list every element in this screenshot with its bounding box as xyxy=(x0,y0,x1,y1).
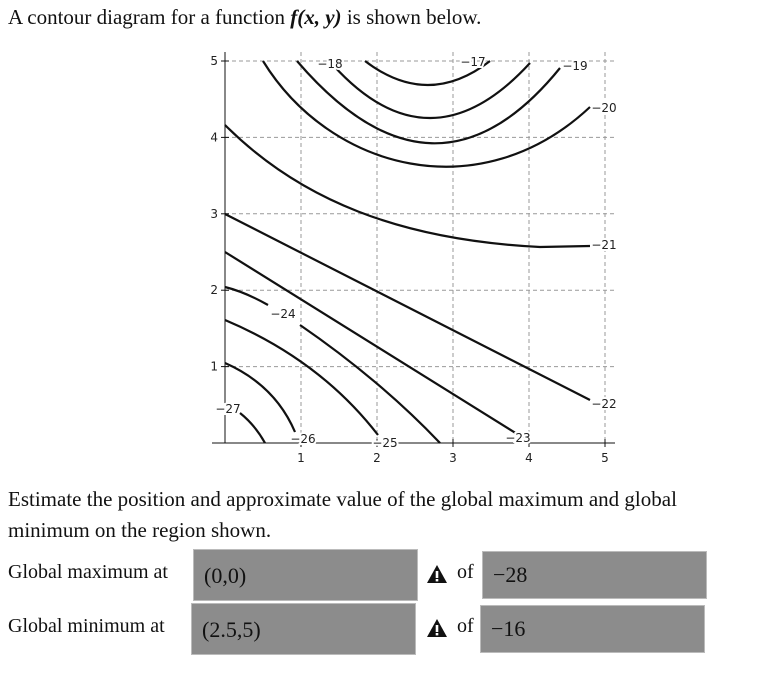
contour-line xyxy=(239,412,266,444)
position-input[interactable]: (2.5,5) xyxy=(191,603,416,655)
contour-label: −27 xyxy=(215,402,240,416)
value-input[interactable]: −16 xyxy=(480,605,705,653)
contour-label: −20 xyxy=(591,101,616,115)
math: f(x, y) xyxy=(290,5,342,29)
contour-line xyxy=(296,60,561,145)
value-input[interactable]: −28 xyxy=(482,551,707,599)
warning-icon xyxy=(426,618,448,643)
of-label: of xyxy=(457,561,474,583)
contour-label: −21 xyxy=(591,238,616,252)
contour-line xyxy=(224,251,531,443)
contour-line xyxy=(332,62,531,119)
x-tick-label: 3 xyxy=(449,451,457,465)
contour-line xyxy=(262,60,591,168)
contour-line xyxy=(224,318,379,436)
contour-line xyxy=(224,361,297,433)
of-label: of xyxy=(457,615,474,637)
contour-line xyxy=(224,124,591,249)
question-text: A contour diagram for a function xyxy=(8,5,291,29)
question-text: is shown below. xyxy=(341,5,482,29)
warning-icon xyxy=(426,564,448,589)
contour-label: −26 xyxy=(290,432,315,446)
y-tick-label: 4 xyxy=(210,130,218,144)
question: A contour diagram for a function f(x, y)… xyxy=(8,5,481,30)
contour-label: −22 xyxy=(591,397,616,411)
warning-triangle xyxy=(427,619,447,637)
answer-label: Global maximum at xyxy=(8,561,168,583)
contour-line xyxy=(364,60,491,86)
contours xyxy=(224,60,591,444)
instructions: Estimate the position and approximate va… xyxy=(8,487,677,542)
x-tick-label: 1 xyxy=(297,451,305,465)
position-input[interactable]: (0,0) xyxy=(193,549,418,601)
contour-label: −18 xyxy=(317,57,342,71)
contour-label: −17 xyxy=(460,55,485,69)
y-tick-label: 2 xyxy=(210,283,218,297)
warning-triangle xyxy=(427,565,447,583)
contour-line xyxy=(224,213,591,401)
answer-label: Global minimum at xyxy=(8,615,165,637)
contour-label: −24 xyxy=(270,307,295,321)
contour-label: −23 xyxy=(505,431,530,445)
contour-label: −25 xyxy=(372,436,397,450)
x-tick-label: 5 xyxy=(601,451,609,465)
x-tick-label: 2 xyxy=(373,451,381,465)
y-tick-label: 3 xyxy=(210,207,218,221)
y-tick-label: 1 xyxy=(210,360,218,374)
y-tick-label: 5 xyxy=(210,54,218,68)
contour-line xyxy=(224,285,441,444)
contour-plot: 1 2 3 4 5 1 2 3 4 5 −18 −17 −19 −20 −21 −22 −24 −27 −26 −25… xyxy=(210,52,619,465)
x-tick-label: 4 xyxy=(525,451,533,465)
contour-label: −19 xyxy=(562,59,587,73)
